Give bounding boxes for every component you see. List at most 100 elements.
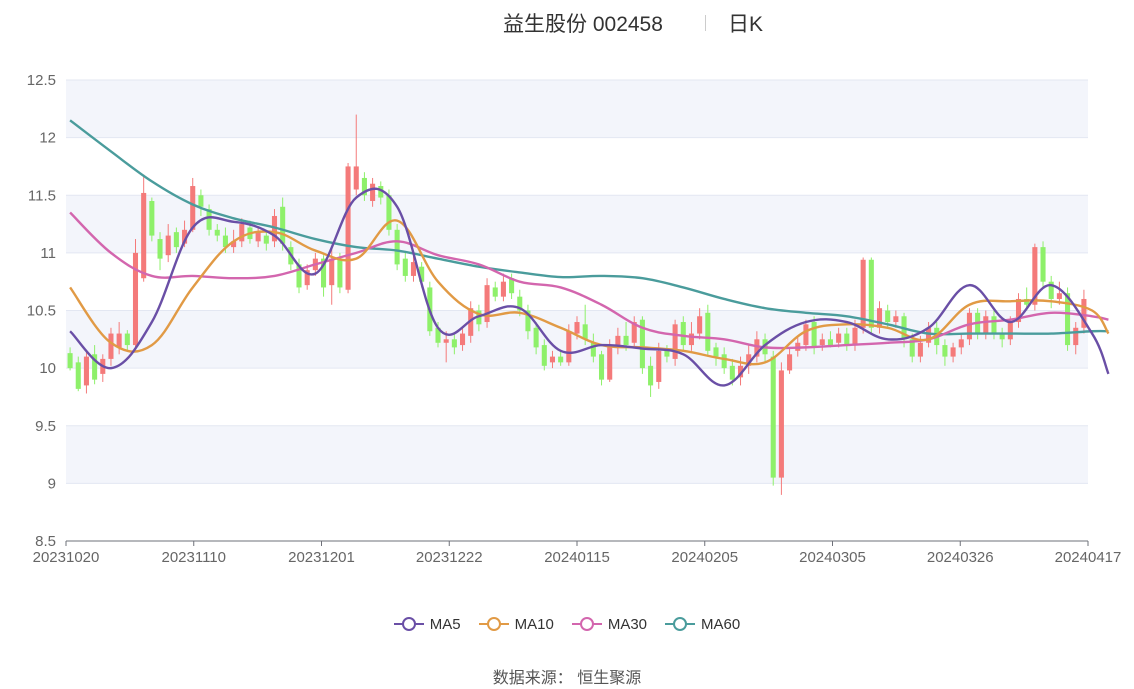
candle-body xyxy=(983,316,989,334)
candle-body xyxy=(876,308,883,328)
candle-body xyxy=(410,262,417,276)
candle-body xyxy=(827,339,833,346)
candle-body xyxy=(713,347,719,357)
x-tick-label: 20231222 xyxy=(416,549,483,566)
candle-body xyxy=(787,354,793,371)
chart-title: 益生股份 002458 xyxy=(503,13,663,36)
candle-body xyxy=(966,312,972,340)
candle-body xyxy=(737,365,744,378)
candle-body xyxy=(860,259,866,328)
grid-band xyxy=(66,195,1088,253)
candle-body xyxy=(942,345,948,357)
candle-body xyxy=(844,333,850,346)
chart-header: 益生股份 002458 日K xyxy=(0,6,1134,38)
candle-body xyxy=(173,232,179,248)
candle-body xyxy=(451,339,457,348)
candle-body xyxy=(778,370,784,478)
candle-body xyxy=(648,365,654,386)
candle-body xyxy=(1040,247,1046,282)
candle-body xyxy=(116,333,122,348)
candle-body xyxy=(549,356,556,363)
y-tick-label: 8.5 xyxy=(35,533,56,550)
candle-body xyxy=(819,339,825,346)
candle-body xyxy=(631,322,637,343)
legend-ma60-icon xyxy=(665,617,696,631)
candle-body xyxy=(132,252,139,346)
candle-body xyxy=(926,327,932,343)
ma5-line xyxy=(69,187,1110,387)
x-tick-label: 20240115 xyxy=(544,549,610,566)
candle-body xyxy=(386,195,392,230)
candle-body xyxy=(67,353,73,369)
candle-body xyxy=(329,258,335,286)
candle-body xyxy=(419,266,425,282)
legend-item-ma30[interactable]: MA30 xyxy=(571,612,648,636)
legend-ma30-label: MA30 xyxy=(607,615,648,633)
candle-body xyxy=(206,209,212,230)
legend-ma30-icon xyxy=(571,617,602,631)
x-tick-label: 20231110 xyxy=(161,549,226,566)
candle-body xyxy=(566,331,572,363)
kline-chart[interactable]: 8.5 9 9.5 10 10.5 11 11.5 12 12.5 20231020 2023111… xyxy=(0,0,1134,600)
candle-body xyxy=(721,354,727,369)
candle-body xyxy=(803,324,809,346)
candle-body xyxy=(1048,281,1054,299)
candle-body xyxy=(394,229,400,265)
candle-body xyxy=(558,356,564,363)
candle-body xyxy=(541,345,547,366)
candle-body xyxy=(885,310,891,323)
x-tick-label: 20240326 xyxy=(927,549,994,566)
candle-body xyxy=(304,270,310,286)
candle-body xyxy=(770,356,776,478)
candle-body xyxy=(321,258,327,288)
y-tick-label: 10.5 xyxy=(27,303,56,320)
candle-body xyxy=(190,186,196,230)
candle-body xyxy=(705,312,711,351)
y-tick-label: 11.5 xyxy=(28,187,56,204)
candle-body xyxy=(623,335,629,346)
candle-body xyxy=(590,342,596,357)
candle-body xyxy=(124,333,130,346)
candle-body xyxy=(280,206,286,244)
legend-ma5-icon xyxy=(393,617,424,631)
legend-item-ma10[interactable]: MA10 xyxy=(478,612,554,636)
candle-body xyxy=(598,354,605,380)
candle-body xyxy=(868,259,874,328)
candle-body xyxy=(1056,293,1062,299)
candle-body xyxy=(157,239,163,259)
candle-body xyxy=(697,316,703,334)
candle-body xyxy=(296,264,302,288)
candle-body xyxy=(688,333,694,346)
candle-body xyxy=(182,229,188,244)
candle-body xyxy=(852,327,858,346)
candle-body xyxy=(231,241,237,248)
candle-body xyxy=(108,333,114,359)
period-label: 日K xyxy=(728,13,764,36)
legend: MA5 MA10 MA30 MA60 xyxy=(0,612,1134,636)
candle-body xyxy=(1007,322,1013,340)
candle-body xyxy=(263,235,269,244)
candle-body xyxy=(999,333,1005,340)
data-source: 数据来源： 恒生聚源 xyxy=(492,670,642,687)
legend-item-ma5[interactable]: MA5 xyxy=(393,612,461,636)
candle-body xyxy=(361,177,367,196)
candle-body xyxy=(345,166,351,290)
candle-body xyxy=(1073,327,1079,346)
y-tick-label: 12.5 xyxy=(27,72,56,89)
candle-body xyxy=(222,235,228,248)
candle-body xyxy=(664,350,670,357)
candle-body xyxy=(255,232,261,242)
legend-item-ma60[interactable]: MA60 xyxy=(665,612,740,636)
candle-body xyxy=(214,229,220,236)
candle-body xyxy=(1081,298,1087,328)
candle-body xyxy=(500,281,506,297)
candle-body xyxy=(83,356,89,386)
candle-body xyxy=(165,235,171,256)
grid-band xyxy=(66,80,1088,138)
candle-body xyxy=(149,201,155,236)
candle-body xyxy=(639,319,645,369)
y-tick-label: 12 xyxy=(39,130,56,147)
candle-body xyxy=(525,310,531,332)
candle-body xyxy=(198,195,204,207)
candle-body xyxy=(141,192,147,279)
